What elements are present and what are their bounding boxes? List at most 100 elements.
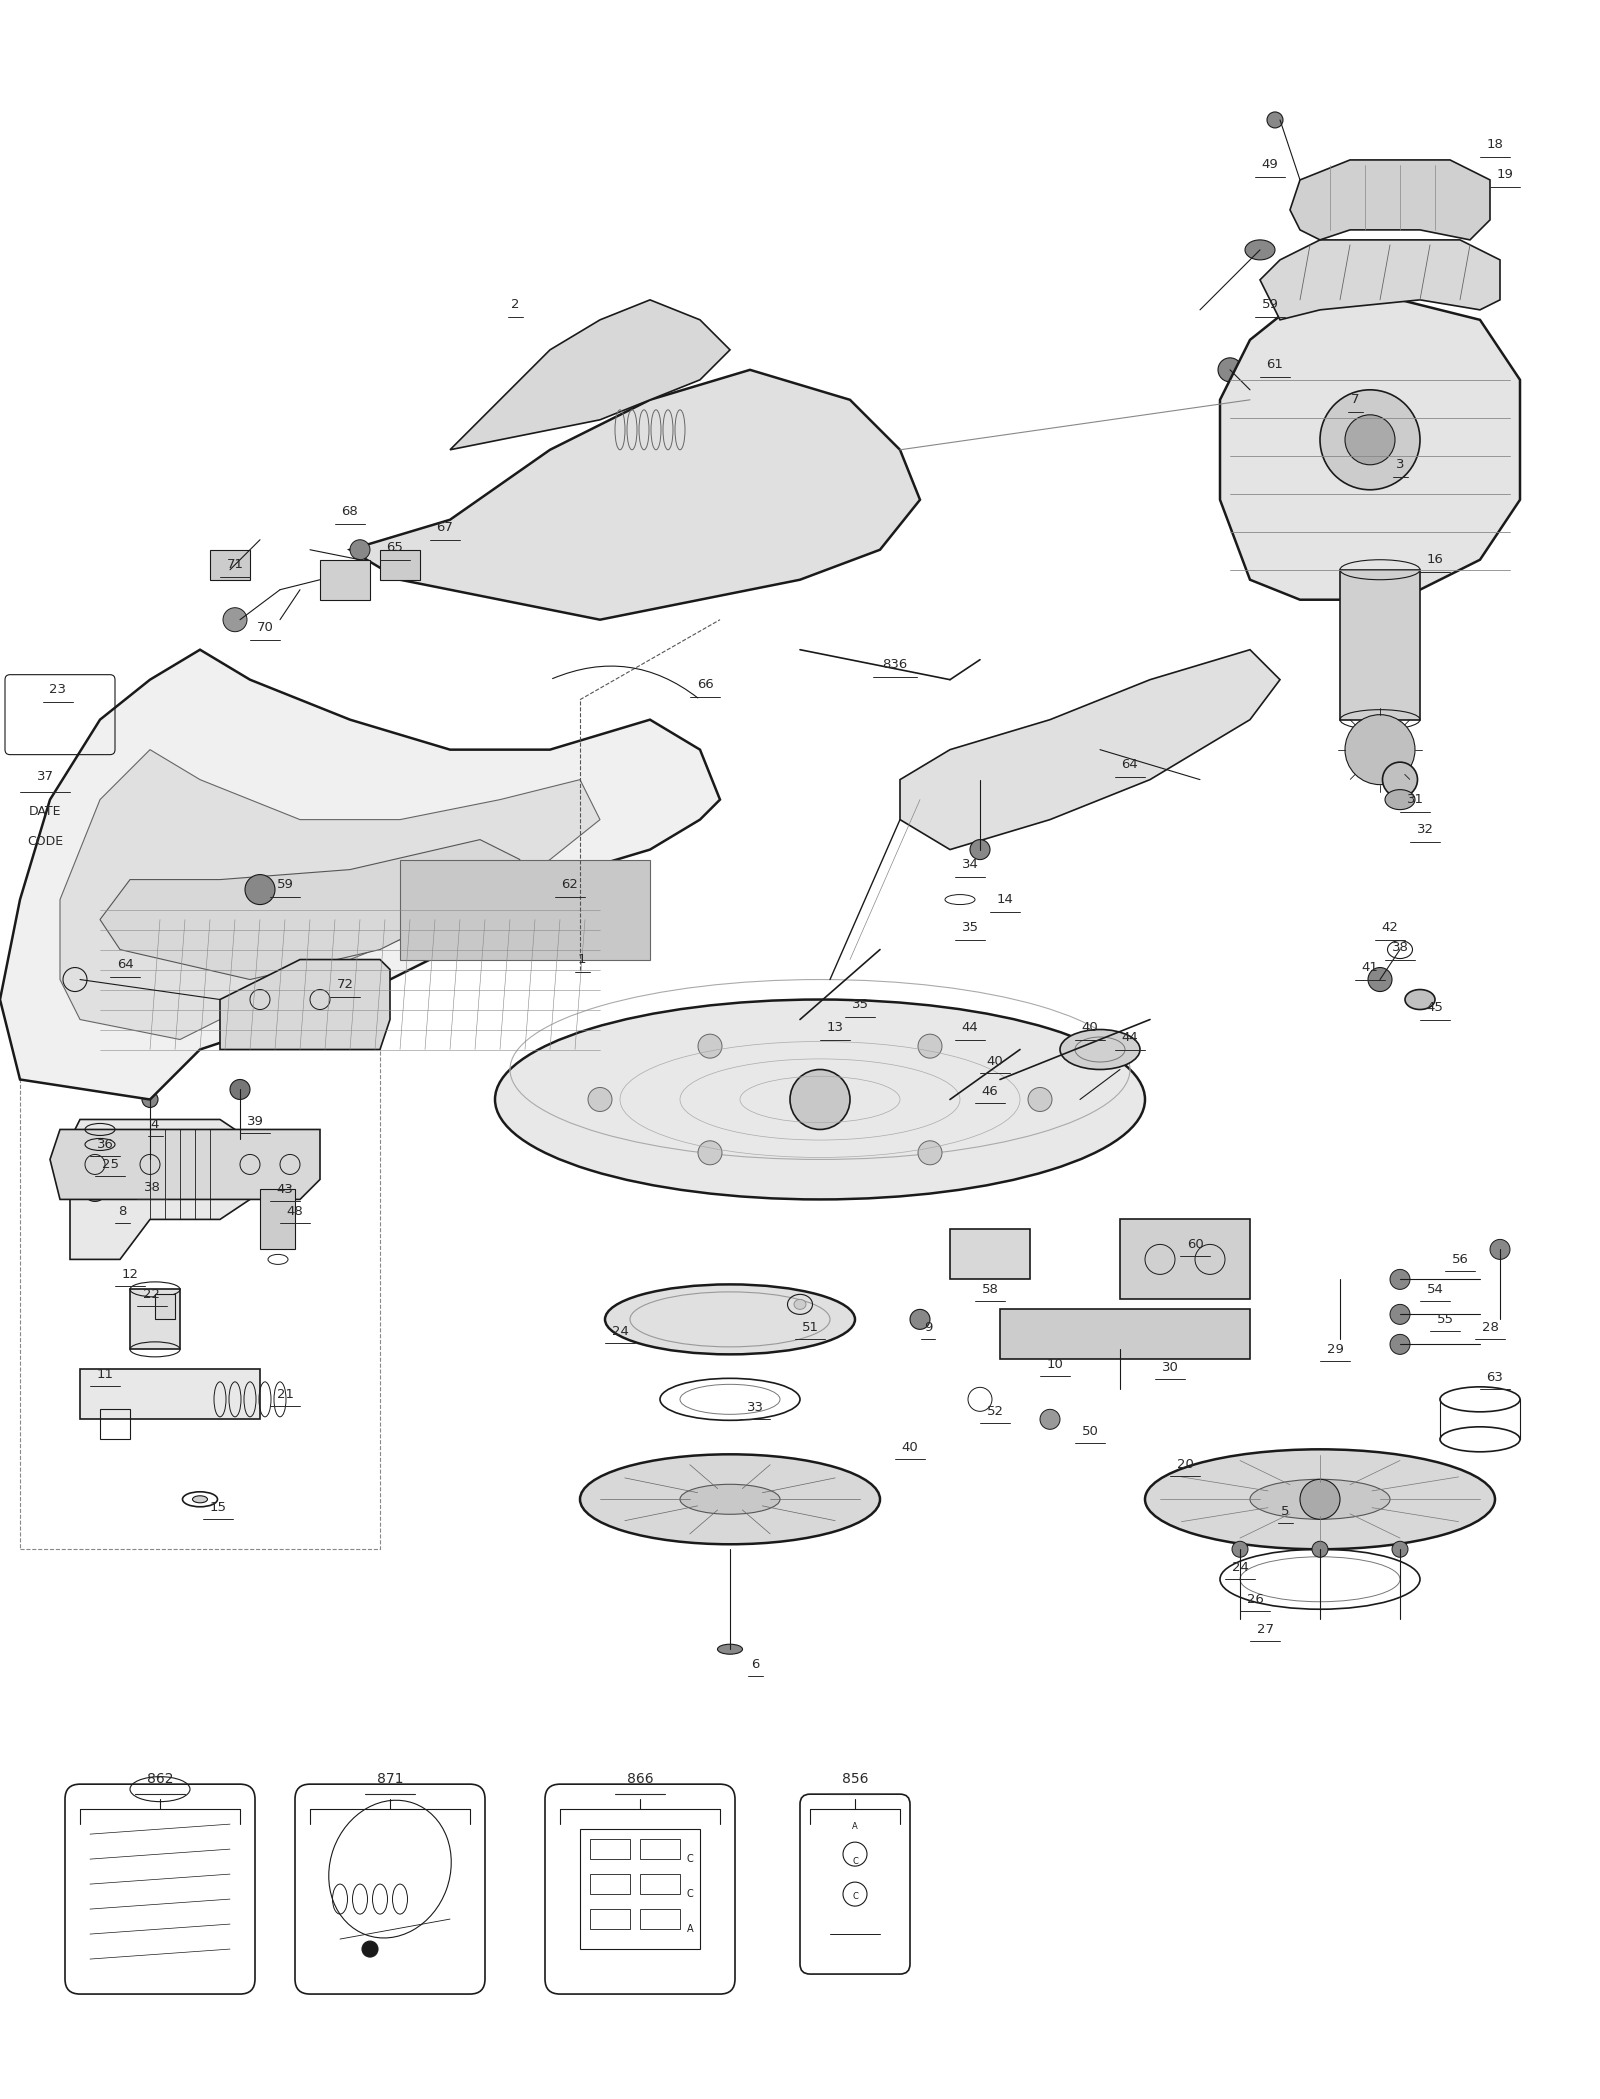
Bar [640,1839,680,1860]
Text: 59: 59 [277,877,293,892]
Text: 18: 18 [1486,139,1504,151]
Text: 67: 67 [437,521,453,535]
Text: 45: 45 [1427,1001,1443,1014]
Text: 3: 3 [1395,458,1405,472]
Circle shape [1390,1335,1410,1354]
Polygon shape [450,300,730,449]
Bar [579,1828,701,1950]
Text: 27: 27 [1256,1623,1274,1635]
Circle shape [1299,1480,1341,1520]
Circle shape [1267,111,1283,128]
Text: 55: 55 [1437,1312,1453,1327]
Polygon shape [99,840,520,980]
Text: 9: 9 [923,1320,933,1333]
Circle shape [1320,390,1421,489]
Text: 28: 28 [1482,1320,1499,1333]
Text: 8: 8 [118,1205,126,1217]
Text: 24: 24 [611,1324,629,1337]
Text: 70: 70 [256,621,274,634]
Text: 33: 33 [747,1400,763,1415]
Text: 40: 40 [987,1056,1003,1068]
Circle shape [1392,1541,1408,1557]
Bar [80,1369,259,1419]
Ellipse shape [605,1285,854,1354]
Ellipse shape [1059,1029,1139,1070]
Circle shape [1085,739,1106,760]
Text: 36: 36 [96,1138,114,1150]
Text: 21: 21 [277,1387,293,1400]
Text: 68: 68 [342,506,358,518]
Text: 4: 4 [150,1119,158,1131]
Text: 24: 24 [1232,1562,1248,1574]
Text: 15: 15 [210,1501,227,1513]
Bar [381,550,421,579]
Text: 56: 56 [1451,1253,1469,1266]
Text: 64: 64 [117,957,133,972]
Circle shape [1312,1541,1328,1557]
Bar [210,550,250,579]
Text: 856: 856 [842,1772,869,1786]
Text: 50: 50 [1082,1425,1099,1438]
Circle shape [790,1070,850,1129]
Circle shape [918,1035,942,1058]
Text: 64: 64 [1122,758,1138,770]
Bar [640,1910,680,1929]
Text: 836: 836 [882,659,907,672]
Circle shape [1390,1303,1410,1324]
Circle shape [1346,714,1414,785]
Polygon shape [50,1129,320,1199]
Text: 72: 72 [336,978,354,991]
Bar [19,970,381,1549]
Circle shape [1390,1270,1410,1289]
Polygon shape [221,959,390,1050]
Text: 32: 32 [1416,823,1434,835]
Text: 16: 16 [1427,554,1443,567]
Text: 65: 65 [387,542,403,554]
Text: 1: 1 [578,953,586,966]
Text: 13: 13 [827,1020,843,1035]
Text: 31: 31 [1406,793,1424,806]
Bar [950,1230,1030,1280]
Text: 42: 42 [1381,921,1398,934]
Text: 61: 61 [1267,359,1283,372]
Text: 44: 44 [1122,1031,1138,1043]
Text: 58: 58 [981,1282,998,1295]
Circle shape [1368,968,1392,991]
Text: 23: 23 [50,682,67,697]
Text: 46: 46 [982,1085,998,1098]
Text: 66: 66 [696,678,714,691]
Text: 6: 6 [750,1658,758,1671]
Polygon shape [70,1119,250,1259]
Circle shape [83,1178,107,1201]
Text: 40: 40 [1082,1020,1098,1035]
Bar [640,1874,680,1893]
Text: 38: 38 [144,1182,160,1194]
Text: 19: 19 [1496,168,1514,181]
Text: 11: 11 [96,1369,114,1381]
Text: 30: 30 [1162,1360,1179,1375]
Ellipse shape [1245,239,1275,260]
Text: 39: 39 [246,1115,264,1127]
Circle shape [222,609,246,632]
Text: 49: 49 [1262,157,1278,172]
Bar [590,1839,630,1860]
Circle shape [970,840,990,861]
Ellipse shape [1146,1448,1494,1549]
Circle shape [1232,1541,1248,1557]
Text: A: A [853,1822,858,1830]
Text: 866: 866 [627,1772,653,1786]
Polygon shape [350,369,920,619]
Text: CODE: CODE [27,835,62,848]
Text: 43: 43 [277,1184,293,1196]
Circle shape [245,875,275,905]
Text: 12: 12 [122,1268,139,1280]
Text: 10: 10 [1046,1358,1064,1371]
Bar [259,1190,294,1249]
Ellipse shape [1250,1480,1390,1520]
Circle shape [142,1091,158,1108]
Text: C: C [853,1891,858,1902]
Text: 2: 2 [510,298,520,311]
Circle shape [1490,1238,1510,1259]
Text: 35: 35 [851,997,869,1012]
Text: 52: 52 [987,1404,1003,1417]
